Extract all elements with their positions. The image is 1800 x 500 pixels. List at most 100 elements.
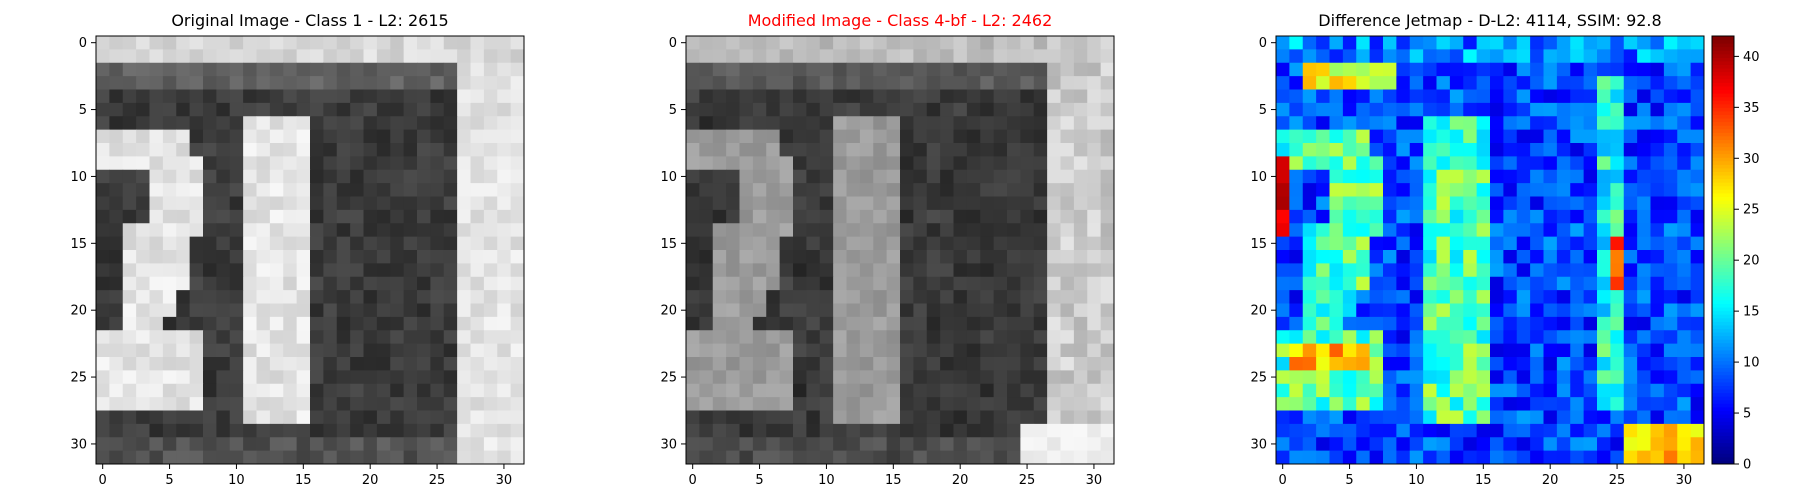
heatmap-cell <box>283 397 298 411</box>
heatmap-cell <box>376 89 391 104</box>
heatmap-cell <box>376 169 391 184</box>
heatmap-cell <box>926 303 941 318</box>
heatmap-cell <box>1610 276 1625 291</box>
heatmap-cell <box>376 143 391 157</box>
heatmap-cell <box>686 223 700 238</box>
heatmap-cell <box>109 236 124 251</box>
heatmap-cell <box>1556 343 1571 358</box>
heatmap-cell <box>966 143 981 157</box>
heatmap-cell <box>363 343 378 358</box>
heatmap-cell <box>203 102 217 117</box>
heatmap-cell <box>913 370 928 385</box>
heatmap-cell <box>203 450 217 465</box>
heatmap-cell <box>136 169 150 184</box>
heatmap-cell <box>1020 250 1035 264</box>
heatmap-cell <box>1087 102 1102 117</box>
heatmap-cell <box>1276 169 1290 184</box>
heatmap-cell <box>1047 330 1061 345</box>
heatmap-cell <box>1516 383 1531 398</box>
heatmap-cell <box>443 236 458 251</box>
heatmap-cell <box>1463 330 1478 345</box>
heatmap-cell <box>953 437 968 452</box>
heatmap-cell <box>350 397 364 411</box>
heatmap-cell <box>900 290 914 304</box>
heatmap-cell <box>149 410 164 425</box>
heatmap-cell <box>430 196 445 211</box>
heatmap-cell <box>203 62 217 77</box>
heatmap-cell <box>1503 49 1518 64</box>
heatmap-cell <box>1329 156 1344 171</box>
heatmap-cell <box>819 397 834 411</box>
heatmap-cell <box>1289 116 1304 131</box>
heatmap-cell <box>1020 437 1035 452</box>
heatmap-cell <box>483 263 498 278</box>
heatmap-cell <box>699 290 714 304</box>
heatmap-cell <box>1289 437 1304 452</box>
heatmap-cell <box>859 263 874 278</box>
heatmap-cell <box>953 209 968 224</box>
heatmap-cell <box>122 290 137 304</box>
heatmap-cell <box>966 116 981 131</box>
heatmap-cell <box>1530 423 1544 438</box>
heatmap-cell <box>96 116 110 131</box>
colorbar-segment <box>1712 164 1734 169</box>
heatmap-cell <box>1543 169 1558 184</box>
heatmap-cell <box>296 437 311 452</box>
heatmap-cell <box>216 143 231 157</box>
heatmap-cell <box>1060 276 1075 291</box>
colorbar-segment <box>1712 453 1734 458</box>
heatmap-cell <box>940 370 954 385</box>
heatmap-cell <box>779 276 794 291</box>
heatmap-cell <box>1329 209 1344 224</box>
heatmap-cell <box>980 250 995 264</box>
heatmap-cell <box>806 343 821 358</box>
heatmap-cell <box>417 357 431 371</box>
heatmap-cell <box>873 223 888 238</box>
heatmap-cell <box>122 250 137 264</box>
heatmap-cell <box>470 49 485 64</box>
heatmap-cell <box>1610 183 1625 197</box>
heatmap-cell <box>336 89 351 104</box>
heatmap-cell <box>1342 383 1357 398</box>
x-tick-label: 5 <box>165 473 173 488</box>
heatmap-cell <box>980 76 995 90</box>
heatmap-cell <box>363 223 378 238</box>
heatmap-cell <box>1449 143 1464 157</box>
heatmap-cell <box>109 303 124 318</box>
heatmap-cell <box>403 290 418 304</box>
heatmap-cell <box>1597 410 1611 425</box>
heatmap-cell <box>497 316 512 331</box>
heatmap-cell <box>109 370 124 385</box>
heatmap-cell <box>122 276 137 291</box>
heatmap-cell <box>993 89 1008 104</box>
heatmap-cell <box>1610 76 1625 90</box>
heatmap-cell <box>470 370 485 385</box>
heatmap-cell <box>350 49 364 64</box>
heatmap-cell <box>913 49 928 64</box>
heatmap-cell <box>1610 397 1625 411</box>
heatmap-cell <box>443 330 458 345</box>
colorbar-segment <box>1712 396 1734 401</box>
heatmap-cell <box>752 263 767 278</box>
heatmap-cell <box>886 89 901 104</box>
heatmap-cell <box>1530 129 1544 144</box>
heatmap-cell <box>739 36 754 50</box>
heatmap-cell <box>900 437 914 452</box>
colorbar-segment <box>1712 153 1734 158</box>
heatmap-cell <box>136 437 150 452</box>
heatmap-cell <box>913 169 928 184</box>
heatmap-cell <box>229 397 244 411</box>
heatmap-cell <box>1583 116 1598 131</box>
heatmap-cell <box>886 143 901 157</box>
heatmap-cell <box>1556 290 1571 304</box>
heatmap-cell <box>752 143 767 157</box>
heatmap-cell <box>739 196 754 211</box>
heatmap-cell <box>1516 129 1531 144</box>
heatmap-cell <box>913 89 928 104</box>
heatmap-cell <box>350 276 364 291</box>
heatmap-cell <box>310 196 324 211</box>
heatmap-cell <box>833 437 847 452</box>
heatmap-cell <box>1396 357 1411 371</box>
colorbar-tick-label: 35 <box>1743 101 1760 116</box>
heatmap-cell <box>390 183 405 197</box>
